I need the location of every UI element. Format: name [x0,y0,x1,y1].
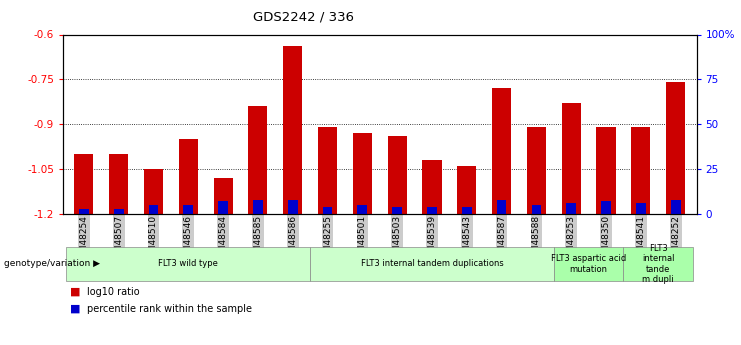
Bar [318,127,337,214]
Text: FLT3 wild type: FLT3 wild type [159,259,219,268]
Bar [219,201,228,214]
Bar [353,133,372,214]
Text: FLT3
internal
tande
m dupli: FLT3 internal tande m dupli [642,244,674,284]
Bar [666,82,685,214]
Bar [79,208,89,214]
Text: FLT3 aspartic acid
mutation: FLT3 aspartic acid mutation [551,254,626,274]
FancyBboxPatch shape [310,247,554,281]
Bar [149,205,159,214]
Text: log10 ratio: log10 ratio [87,287,139,296]
Bar [492,88,511,214]
Bar [566,203,576,214]
Bar [213,178,233,214]
Bar [457,166,476,214]
FancyBboxPatch shape [554,247,623,281]
Bar [422,160,442,214]
Bar [562,103,581,214]
Bar [144,169,163,214]
Bar [496,199,506,214]
Bar [527,127,546,214]
Text: GDS2242 / 336: GDS2242 / 336 [253,10,354,23]
Bar [322,207,333,214]
Text: ■: ■ [70,304,81,314]
Bar [636,203,645,214]
Bar [601,201,611,214]
Bar [357,205,368,214]
Bar [248,106,268,214]
Bar [184,205,193,214]
Bar [179,139,198,214]
Text: genotype/variation ▶: genotype/variation ▶ [4,259,100,268]
Text: ■: ■ [70,287,81,296]
Bar [388,136,407,214]
Bar [462,207,472,214]
Bar [597,127,616,214]
Bar [671,199,680,214]
Text: FLT3 internal tandem duplications: FLT3 internal tandem duplications [361,259,503,268]
Bar [283,47,302,214]
Bar [427,207,437,214]
Text: percentile rank within the sample: percentile rank within the sample [87,304,252,314]
Bar [109,154,128,214]
Bar [114,208,124,214]
Bar [631,127,651,214]
Bar [392,207,402,214]
FancyBboxPatch shape [67,247,310,281]
FancyBboxPatch shape [623,247,693,281]
Bar [253,199,263,214]
Bar [288,199,298,214]
Bar [74,154,93,214]
Bar [531,205,541,214]
